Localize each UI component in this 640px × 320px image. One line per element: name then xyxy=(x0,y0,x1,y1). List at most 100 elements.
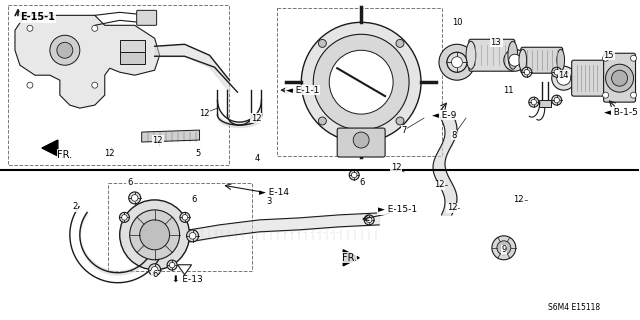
Text: FR.: FR. xyxy=(342,253,356,263)
Text: 15: 15 xyxy=(604,51,614,60)
Bar xyxy=(277,8,442,156)
Circle shape xyxy=(396,39,404,47)
Circle shape xyxy=(552,66,575,90)
Text: 3: 3 xyxy=(267,197,272,206)
Circle shape xyxy=(318,117,326,125)
Text: 12: 12 xyxy=(391,164,401,172)
Circle shape xyxy=(447,52,467,72)
Text: 6: 6 xyxy=(127,179,132,188)
Circle shape xyxy=(182,215,188,220)
Circle shape xyxy=(351,172,357,178)
Circle shape xyxy=(522,67,532,77)
Circle shape xyxy=(447,52,467,72)
Text: 7: 7 xyxy=(401,125,407,135)
Circle shape xyxy=(554,69,559,75)
Text: 6: 6 xyxy=(192,196,197,204)
Circle shape xyxy=(349,170,359,180)
Circle shape xyxy=(612,70,628,86)
Circle shape xyxy=(92,25,98,31)
Polygon shape xyxy=(343,250,359,266)
Text: 2: 2 xyxy=(72,202,77,212)
Circle shape xyxy=(552,95,562,105)
Circle shape xyxy=(120,212,129,222)
Ellipse shape xyxy=(466,41,476,69)
Text: 6: 6 xyxy=(152,270,157,279)
Polygon shape xyxy=(539,100,551,107)
Circle shape xyxy=(353,132,369,148)
Polygon shape xyxy=(42,140,58,156)
Circle shape xyxy=(27,82,33,88)
Circle shape xyxy=(524,69,529,75)
Text: - - - - - - - - -: - - - - - - - - - xyxy=(284,230,340,235)
Bar xyxy=(108,183,252,271)
Circle shape xyxy=(120,200,189,270)
Circle shape xyxy=(131,195,138,201)
Circle shape xyxy=(92,82,98,88)
Text: 12: 12 xyxy=(434,180,444,189)
Circle shape xyxy=(504,49,526,71)
Ellipse shape xyxy=(508,41,518,69)
Circle shape xyxy=(57,42,73,58)
Circle shape xyxy=(451,57,463,68)
FancyBboxPatch shape xyxy=(572,60,605,96)
Circle shape xyxy=(603,92,609,98)
Text: ⬇ E-13: ⬇ E-13 xyxy=(172,275,203,284)
Text: 4: 4 xyxy=(255,154,260,163)
Circle shape xyxy=(318,39,326,47)
Ellipse shape xyxy=(557,49,564,71)
Text: 12: 12 xyxy=(104,148,115,157)
Text: 8: 8 xyxy=(451,131,456,140)
Text: ◄ E-1-1: ◄ E-1-1 xyxy=(285,86,319,95)
Circle shape xyxy=(151,267,158,273)
Circle shape xyxy=(492,236,516,260)
FancyBboxPatch shape xyxy=(521,47,563,73)
Polygon shape xyxy=(120,52,145,64)
Circle shape xyxy=(552,67,562,77)
Polygon shape xyxy=(15,15,159,108)
Circle shape xyxy=(497,241,511,255)
Text: 12: 12 xyxy=(447,204,457,212)
Text: ◄ B-1-5: ◄ B-1-5 xyxy=(604,108,637,116)
Circle shape xyxy=(396,117,404,125)
Circle shape xyxy=(367,217,372,223)
Circle shape xyxy=(301,22,421,142)
Circle shape xyxy=(557,71,571,85)
Text: 13: 13 xyxy=(490,38,501,47)
Text: 12: 12 xyxy=(513,196,524,204)
FancyBboxPatch shape xyxy=(337,128,385,157)
Circle shape xyxy=(364,215,374,225)
Text: 10: 10 xyxy=(452,18,462,27)
Text: 11: 11 xyxy=(504,86,514,95)
FancyBboxPatch shape xyxy=(469,39,515,71)
Circle shape xyxy=(509,54,521,66)
Text: S6M4 E15118: S6M4 E15118 xyxy=(548,303,600,312)
Text: 9: 9 xyxy=(501,245,506,254)
Text: 5: 5 xyxy=(195,148,200,157)
Circle shape xyxy=(180,212,190,222)
Text: 6: 6 xyxy=(360,179,365,188)
Circle shape xyxy=(170,262,175,268)
Circle shape xyxy=(531,100,536,105)
FancyBboxPatch shape xyxy=(604,53,636,102)
FancyBboxPatch shape xyxy=(137,10,157,25)
Polygon shape xyxy=(177,265,191,275)
Ellipse shape xyxy=(519,49,527,71)
Circle shape xyxy=(529,97,539,107)
Circle shape xyxy=(122,215,127,220)
Text: 12: 12 xyxy=(251,114,262,123)
Circle shape xyxy=(27,25,33,31)
Circle shape xyxy=(554,97,559,103)
Circle shape xyxy=(630,92,637,98)
Text: 14: 14 xyxy=(559,71,569,80)
Circle shape xyxy=(130,210,180,260)
Text: ► E-15-1: ► E-15-1 xyxy=(378,205,417,214)
Circle shape xyxy=(129,192,141,204)
Text: 12: 12 xyxy=(199,108,210,118)
Circle shape xyxy=(603,55,609,61)
Polygon shape xyxy=(141,130,200,142)
Text: E-15-1: E-15-1 xyxy=(20,12,55,22)
Circle shape xyxy=(187,230,198,242)
Circle shape xyxy=(50,35,80,65)
Text: FR.: FR. xyxy=(58,150,72,160)
Bar xyxy=(8,5,230,165)
